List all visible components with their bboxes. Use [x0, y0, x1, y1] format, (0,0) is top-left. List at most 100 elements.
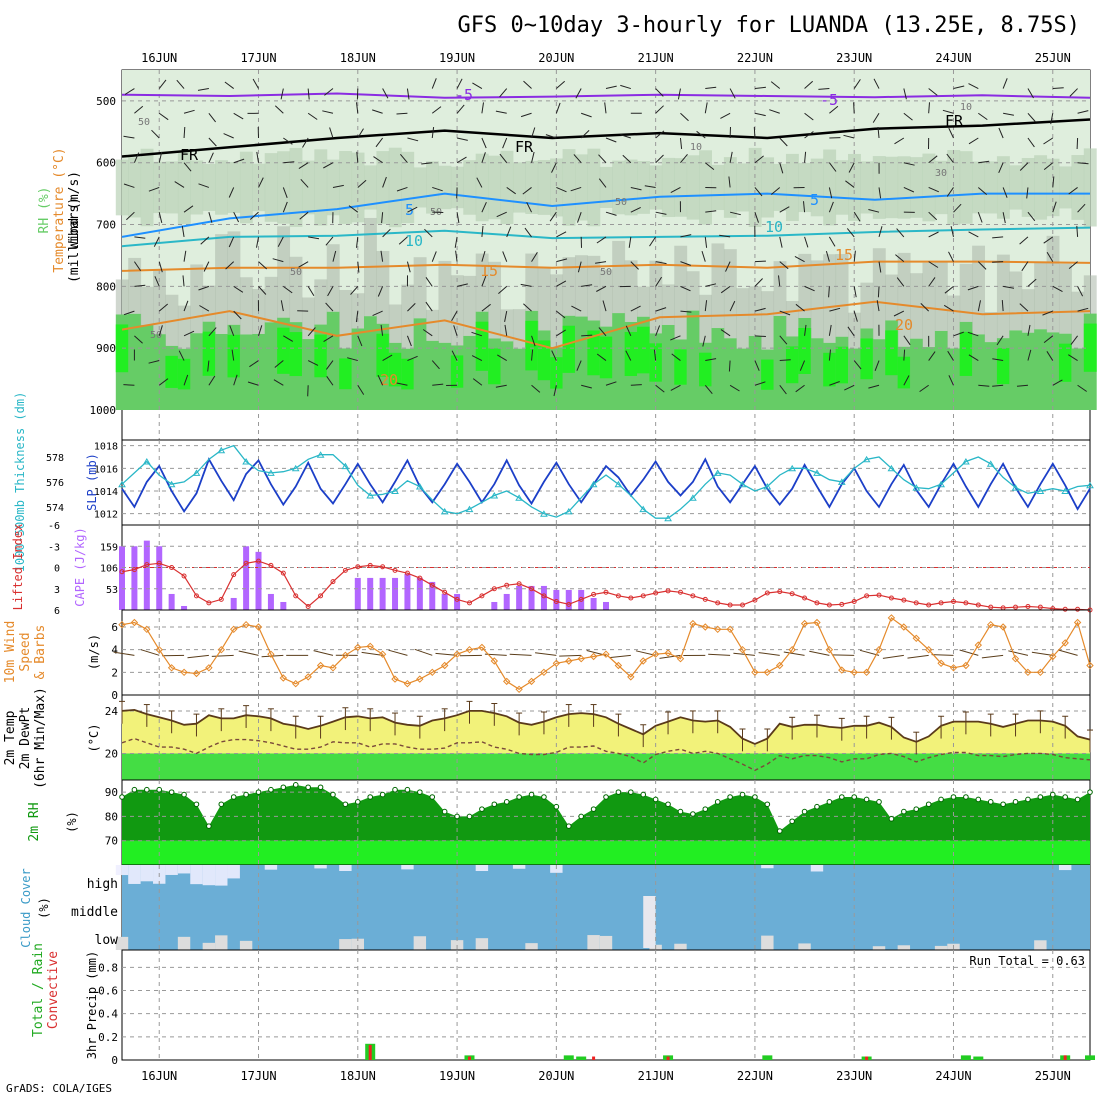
- rh2m-marker: [480, 807, 485, 812]
- rh2m-marker: [542, 795, 547, 800]
- cloud-unit-label: (%): [37, 897, 51, 919]
- pressure-tick-label: 800: [96, 280, 116, 293]
- rh2m-marker: [1088, 790, 1093, 795]
- rh2m-marker: [207, 824, 212, 829]
- rh2m-axis-label: 2m RH: [27, 802, 42, 841]
- rh-band-upper: [774, 164, 787, 211]
- rh2m-marker: [889, 817, 894, 822]
- rh2m-marker: [145, 787, 150, 792]
- rh2m-marker: [604, 795, 609, 800]
- rh-band-low: [736, 349, 749, 410]
- rh2m-marker: [802, 809, 807, 814]
- axis-label: 10m Wind: [3, 621, 18, 684]
- rh-band-mid: [972, 246, 985, 335]
- rh-band-mid: [662, 284, 675, 325]
- isotherm-label: 20: [380, 371, 398, 389]
- cape-bar: [169, 594, 175, 610]
- cape-bar: [280, 602, 286, 610]
- top-day-label: 19JUN: [439, 51, 475, 65]
- rh-band-low: [774, 316, 787, 410]
- precip-convective-bar: [865, 1057, 868, 1060]
- wind-tick-label: 6: [111, 621, 118, 634]
- rh2m-marker: [629, 790, 634, 795]
- rh2m-marker: [492, 802, 497, 807]
- rh-patch-bright: [203, 332, 216, 376]
- surface-wind-barb: [1059, 650, 1078, 655]
- rh2m-tick-label: 80: [105, 810, 118, 823]
- cape-bar: [243, 546, 249, 610]
- rh-band-low: [414, 318, 427, 410]
- cloud-low-bar: [798, 943, 810, 950]
- cloud-high-bar: [190, 865, 202, 884]
- rh-band-upper: [141, 149, 154, 226]
- rh-band-low: [910, 339, 923, 410]
- rh-band-upper: [687, 155, 700, 219]
- cloud-low-bar: [414, 936, 426, 950]
- temp-lower-band: [122, 753, 1090, 780]
- wind-barb: [992, 262, 1003, 263]
- axis-label: Speed: [18, 632, 33, 671]
- rh-band-mid: [339, 290, 352, 348]
- precip-total-bar: [576, 1057, 586, 1060]
- li-tick-label: -3: [48, 542, 60, 553]
- wind-barb: [754, 127, 755, 138]
- cloud-high-bar: [476, 865, 488, 871]
- axis-label: Convective: [46, 951, 61, 1029]
- panel-wind10m-frame: [122, 610, 1090, 695]
- rh2m-marker: [790, 819, 795, 824]
- wind-barb: [123, 385, 134, 386]
- rh-contour-label: 50: [615, 197, 627, 208]
- rh-band-upper: [265, 153, 278, 222]
- cape-bar: [380, 578, 386, 610]
- pressure-tick-label: 700: [96, 219, 116, 232]
- cloud-high-bar: [165, 865, 177, 875]
- pressure-tick-label: 1000: [90, 404, 117, 417]
- cloud-high-bar: [1059, 865, 1071, 870]
- rh-band-mid: [215, 234, 228, 334]
- cloud-high-bar: [116, 865, 128, 875]
- rh-band-upper: [339, 151, 352, 224]
- cloud-low-bar: [935, 946, 947, 950]
- surface-wind-barb: [188, 655, 209, 657]
- cloud-low-bar: [1034, 940, 1046, 950]
- wind-barb: [878, 286, 879, 297]
- precip-convective-bar: [1064, 1055, 1067, 1060]
- surface-wind-barb: [932, 655, 954, 656]
- rh2m-marker: [418, 790, 423, 795]
- precip-convective-bar: [667, 1057, 670, 1060]
- pressure-tick-label: 900: [96, 342, 116, 355]
- rh-contour-label: 30: [935, 168, 947, 179]
- rh2m-area: [122, 785, 1090, 841]
- rh-band-upper: [1084, 148, 1097, 226]
- rh2m-marker: [616, 790, 621, 795]
- cloud-axis-label: Cloud Cover: [19, 868, 33, 947]
- rh-band-mid: [141, 287, 154, 325]
- cape-bar: [156, 546, 162, 610]
- wind-barb: [631, 385, 642, 386]
- top-day-label: 18JUN: [340, 51, 376, 65]
- surface-wind-barb: [535, 653, 556, 656]
- surface-wind-barb: [389, 650, 408, 655]
- cloud-low-bar: [873, 946, 885, 950]
- rh2m-marker: [1038, 795, 1043, 800]
- rh-band-low: [302, 339, 315, 410]
- chart-title: GFS 0~10day 3-hourly for LUANDA (13.25E,…: [457, 13, 1080, 38]
- cape-tick-label: 159: [100, 542, 118, 553]
- rh-band-upper: [116, 160, 129, 216]
- rh-band-low: [1022, 333, 1035, 410]
- rh-band-upper: [302, 161, 315, 215]
- rh-patch-bright: [674, 349, 687, 384]
- precip-tick-label: 0.6: [98, 985, 118, 998]
- rh-band-low: [501, 341, 514, 410]
- isotherm-label: 15: [835, 246, 853, 264]
- rh-band-low: [240, 334, 253, 410]
- rh-patch-bright: [1084, 324, 1097, 372]
- rh-patch-bright: [277, 328, 290, 374]
